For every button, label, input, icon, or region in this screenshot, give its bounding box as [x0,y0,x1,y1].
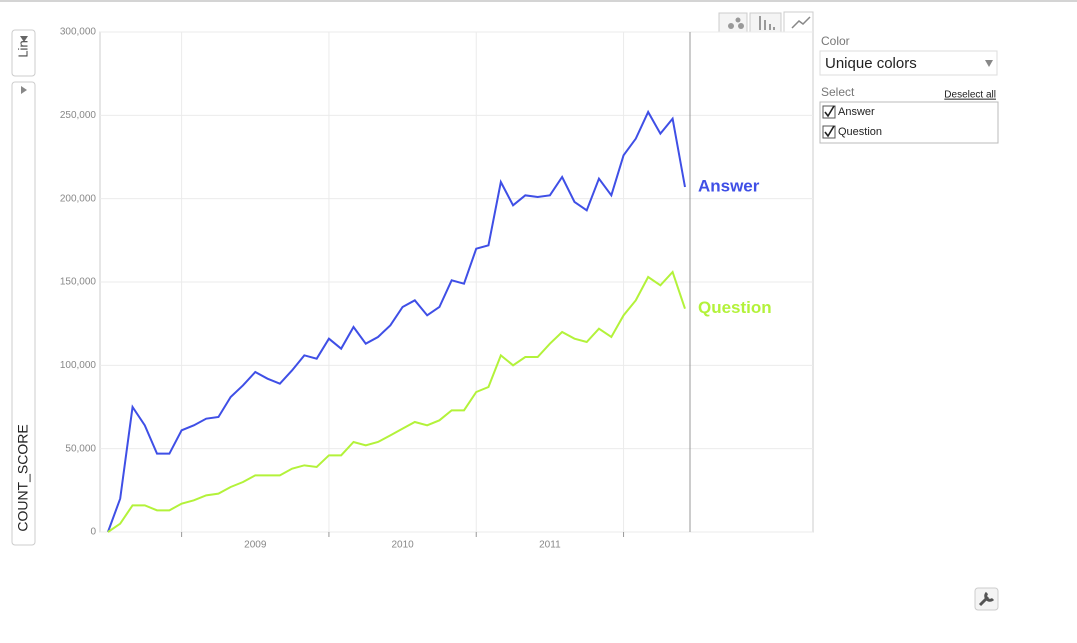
x-tick-label: 2011 [539,540,561,551]
series-end-label: Question [698,298,772,317]
scale-arrow [20,36,28,42]
wrench-icon [978,591,995,607]
x-tick-label: 2010 [391,540,414,551]
color-label: Color [821,34,850,48]
checkmark [824,105,835,118]
select-list [819,101,999,144]
color-value: Unique colors [825,55,917,72]
y-axis-selector[interactable] [11,81,36,546]
y-tick-label: 300,000 [60,27,97,38]
legend-entry: Answer [838,106,875,118]
y-tick-label: 100,000 [60,360,97,371]
y-tick-label: 150,000 [60,277,97,288]
select-label: Select [821,85,855,99]
y-axis-label: COUNT_SCORE [15,424,31,531]
tab-icon [791,16,811,29]
x-tick-label: 2009 [244,540,267,551]
data-line [107,109,686,533]
data-line [107,270,686,533]
y-tick-label: 200,000 [60,193,97,204]
y-tick-label: 250,000 [60,110,97,121]
checkmark [824,125,835,138]
y-tick-label: 0 [90,527,96,538]
scale-button[interactable] [11,29,36,77]
dropdown-arrow [985,60,993,67]
legend-entry: Question [838,126,882,138]
deselect-all[interactable]: Deselect all [944,90,996,101]
y-tick-label: 50,000 [65,443,96,454]
bubble-tab[interactable] [718,12,748,34]
color-dropdown[interactable] [819,50,998,76]
tab-icon [738,23,744,29]
tab-icon [728,23,734,29]
y-selector-arrow [21,86,27,94]
series-end-label: Answer [698,176,760,195]
tab-icon [735,17,741,23]
scale-label: Lin [15,40,30,57]
tab-icon [759,16,775,30]
